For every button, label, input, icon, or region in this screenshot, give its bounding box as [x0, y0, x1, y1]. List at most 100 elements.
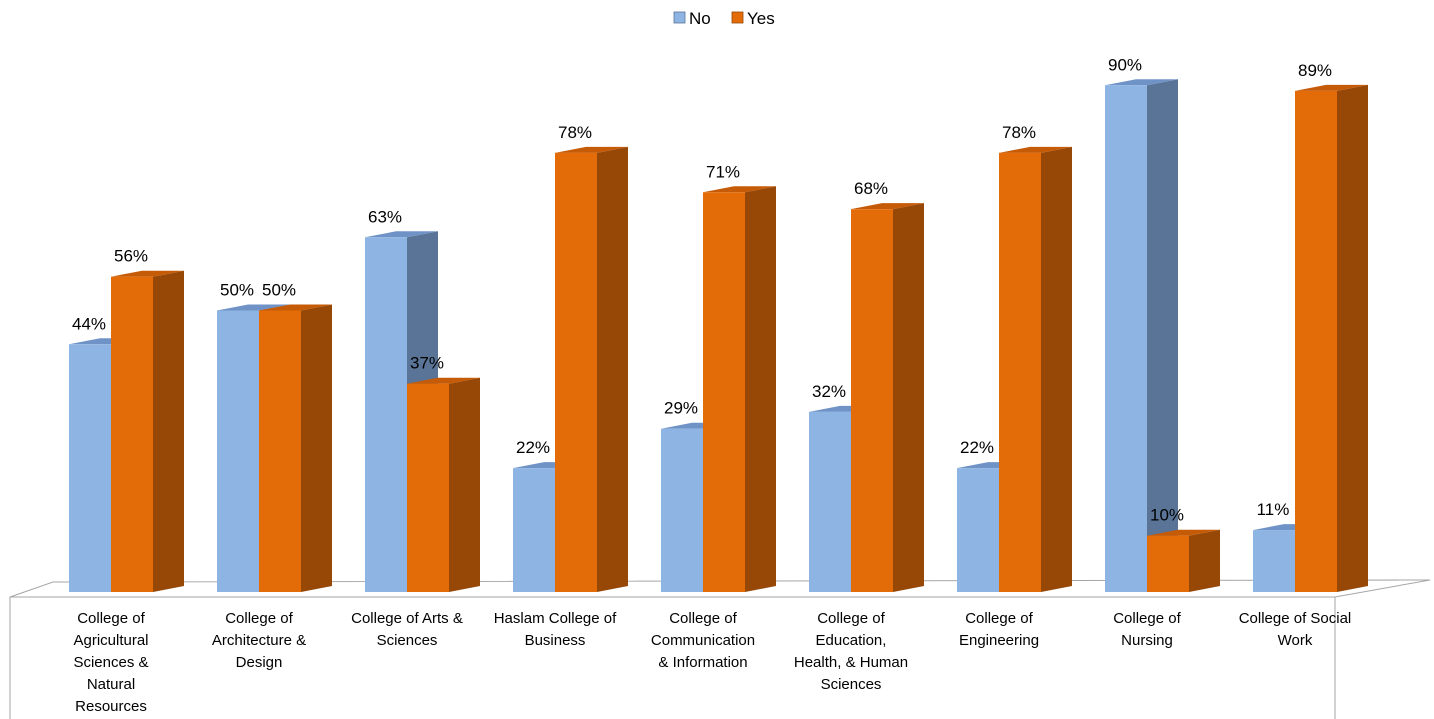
data-label-no-7: 90%	[1108, 55, 1142, 74]
bar-top-face	[407, 377, 480, 384]
x-tick-label-1: College of Architecture & Design	[185, 608, 333, 674]
x-tick-label-line: Sciences	[376, 632, 438, 649]
data-label-no-5: 32%	[812, 382, 846, 401]
bar-front-face	[407, 383, 449, 592]
bar-top-face	[703, 186, 776, 193]
x-tick-label-2: College of Arts & Sciences	[333, 608, 481, 652]
x-tick-label-line: & Information	[658, 654, 748, 671]
x-tick-label-line: Business	[524, 632, 586, 649]
data-label-yes-4: 71%	[706, 162, 740, 181]
bar-side-face	[597, 146, 628, 593]
x-tick-label-line: College of	[77, 610, 145, 627]
x-tick-label-line: College of	[225, 610, 293, 627]
data-label-no-3: 22%	[516, 438, 550, 457]
bar-top-face	[555, 146, 628, 153]
bar-top-face	[217, 304, 290, 311]
x-tick-label-7: College of Nursing	[1073, 608, 1221, 652]
bar-front-face	[661, 428, 703, 592]
bar-yes-8	[1295, 84, 1368, 593]
x-tick-label-line: Health, & Human	[793, 654, 909, 671]
bar-side-face	[1189, 529, 1220, 592]
x-tick-label-line: Work	[1277, 632, 1313, 649]
bar-top-face	[1147, 529, 1220, 536]
x-tick-label-0: College of Agricultural Sciences & Natural R…	[37, 608, 185, 718]
x-tick-label-line: College of	[965, 610, 1033, 627]
bar-front-face	[703, 192, 745, 592]
data-label-yes-6: 78%	[1002, 123, 1036, 142]
bar-front-face	[111, 276, 153, 592]
x-tick-label-line: Architecture &	[211, 632, 307, 649]
bar-front-face	[999, 152, 1041, 593]
bar-top-face	[1105, 79, 1178, 86]
bar-top-face	[851, 203, 924, 210]
bar-yes-5	[851, 203, 924, 592]
x-tick-label-line: Natural	[86, 676, 136, 693]
x-tick-label-8: College of Social Work	[1221, 608, 1369, 652]
bar-top-face	[111, 270, 184, 277]
x-tick-label-line: Engineering	[958, 632, 1040, 649]
x-tick-label-line: Design	[235, 654, 283, 671]
bar-front-face	[259, 310, 301, 592]
data-label-no-2: 63%	[368, 207, 402, 226]
bar-front-face	[1295, 90, 1337, 593]
bar-front-face	[1253, 530, 1295, 592]
x-tick-label-5: College of Education, Health, & Human Scien…	[777, 608, 925, 696]
bar-side-face	[301, 304, 332, 592]
bar-top-face	[1295, 84, 1368, 91]
bar-yes-3	[555, 146, 628, 593]
bar-front-face	[1105, 85, 1147, 593]
bar-side-face	[153, 270, 184, 592]
data-label-yes-1: 50%	[262, 281, 296, 300]
bar-yes-7	[1147, 529, 1220, 592]
bars	[69, 79, 1368, 593]
data-label-no-6: 22%	[960, 438, 994, 457]
bar-front-face	[1147, 535, 1189, 592]
legend-label-no: No	[689, 9, 711, 28]
bar-front-face	[217, 310, 259, 592]
data-label-no-1: 50%	[220, 281, 254, 300]
bar-front-face	[365, 237, 407, 592]
legend-label-yes: Yes	[747, 9, 775, 28]
bar-yes-6	[999, 146, 1072, 593]
data-label-no-4: 29%	[664, 399, 698, 418]
x-tick-label-line: Sciences	[820, 676, 882, 693]
x-tick-label-3: Haslam College of Business	[481, 608, 629, 652]
legend-swatch-yes	[731, 11, 744, 24]
bar-side-face	[745, 186, 776, 592]
bar-front-face	[513, 468, 555, 592]
bar-front-face	[809, 411, 851, 592]
data-label-yes-3: 78%	[558, 123, 592, 142]
x-tick-label-line: Agricultural	[73, 632, 149, 649]
bar-side-face	[893, 203, 924, 592]
x-tick-label-line: Sciences &	[73, 654, 149, 671]
bar-yes-4	[703, 186, 776, 592]
bar-side-face	[449, 377, 480, 592]
x-tick-label-line: Education,	[815, 632, 887, 649]
x-tick-label-line: College of	[817, 610, 885, 627]
data-label-yes-7: 10%	[1150, 506, 1184, 525]
bar-yes-2	[407, 377, 480, 592]
x-tick-label-line: Nursing	[1121, 632, 1173, 649]
bar-side-face	[1041, 146, 1072, 593]
x-tick-label-line: Haslam College of	[493, 610, 617, 627]
bar-yes-1	[259, 304, 332, 592]
x-tick-label-line: College of Social	[1238, 610, 1352, 627]
data-label-no-0: 44%	[72, 314, 106, 333]
bar-front-face	[851, 209, 893, 592]
bar-side-face	[1147, 79, 1178, 593]
bar-top-face	[365, 231, 438, 238]
x-tick-label-6: College of Engineering	[925, 608, 1073, 652]
x-tick-label-line: College of Arts &	[351, 610, 463, 627]
legend-swatch-no	[673, 11, 686, 24]
legend: No Yes	[673, 9, 775, 28]
data-label-yes-0: 56%	[114, 247, 148, 266]
bar-no-7	[1105, 79, 1178, 593]
bar-top-face	[259, 304, 332, 311]
x-tick-label-line: College of	[669, 610, 737, 627]
x-tick-label-line: Communication	[650, 632, 756, 649]
bar-top-face	[999, 146, 1072, 153]
x-tick-label-line: Resources	[75, 698, 147, 715]
data-label-yes-8: 89%	[1298, 61, 1332, 80]
data-label-yes-2: 37%	[410, 354, 444, 373]
